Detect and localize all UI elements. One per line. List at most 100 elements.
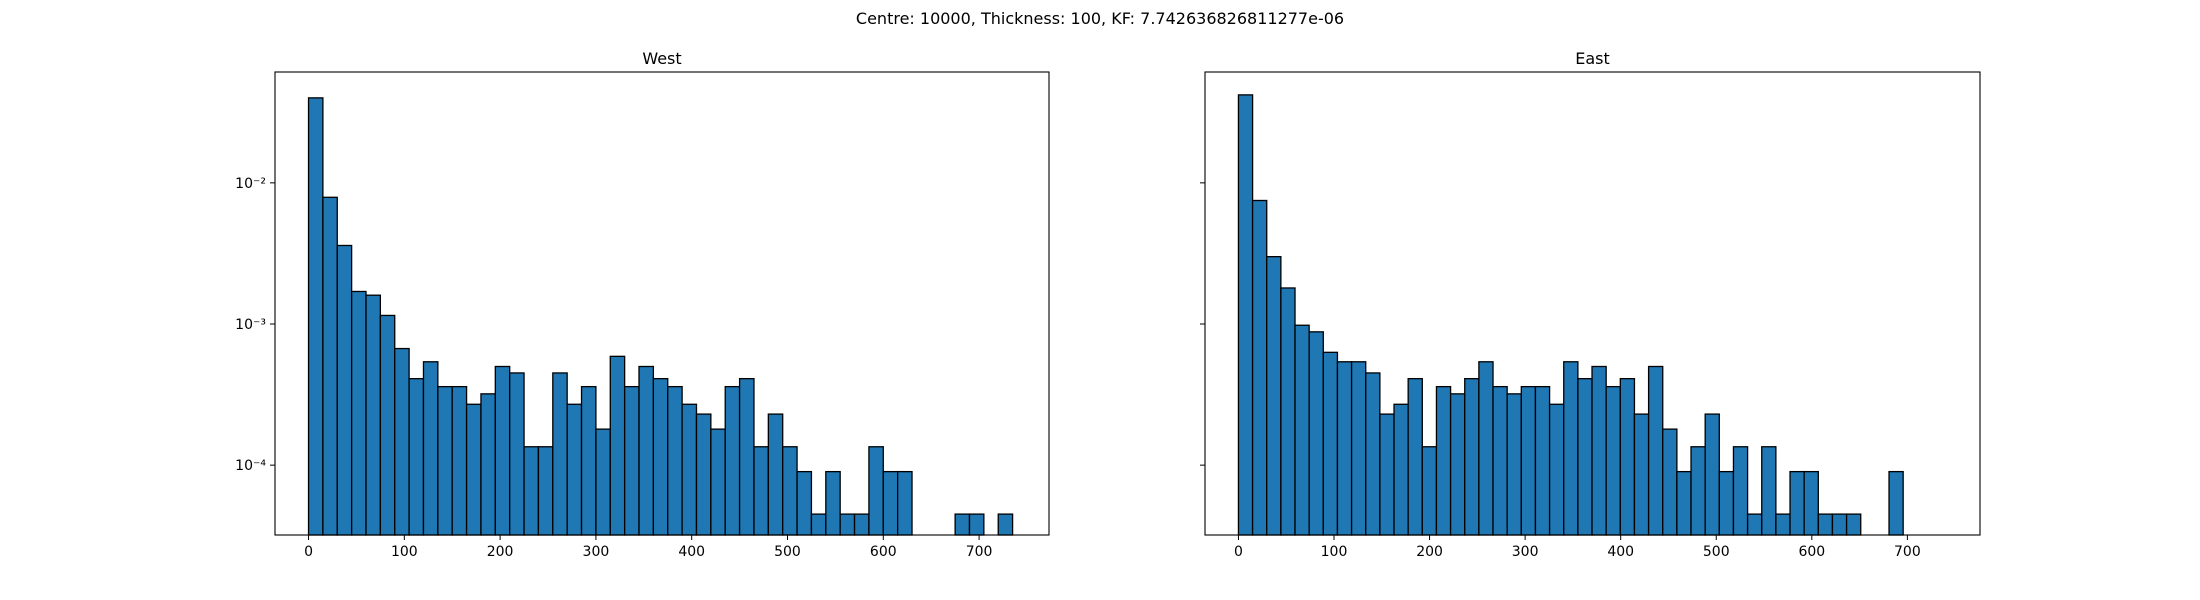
bar	[1831, 513, 1848, 536]
x-tick-label: 200	[1416, 544, 1443, 560]
bar	[868, 446, 884, 536]
bar	[810, 513, 827, 536]
bar	[595, 428, 611, 536]
bar	[1633, 413, 1650, 536]
bar	[465, 403, 482, 536]
bar	[753, 446, 769, 536]
bar	[322, 196, 338, 536]
bar	[1393, 403, 1409, 536]
bar	[1534, 385, 1551, 536]
axes-title: East	[1575, 49, 1610, 68]
bar	[1817, 513, 1834, 536]
x-tick-label: 500	[774, 544, 801, 560]
x-tick-label: 400	[678, 544, 705, 560]
bar	[336, 244, 353, 536]
bar	[1379, 413, 1395, 536]
bar	[422, 361, 439, 536]
bar	[652, 378, 669, 536]
bar	[1435, 385, 1452, 536]
bar	[1478, 361, 1494, 536]
bar	[896, 470, 913, 536]
bar	[350, 290, 367, 536]
bar	[566, 403, 583, 536]
bar	[1718, 470, 1735, 536]
bar	[1775, 513, 1791, 536]
bar	[1548, 403, 1565, 536]
bar	[379, 314, 396, 536]
bar	[1421, 446, 1438, 536]
bar	[437, 385, 453, 536]
x-tick-label: 600	[1798, 544, 1825, 560]
bar	[365, 294, 382, 536]
bar	[782, 446, 798, 536]
bar	[882, 470, 899, 536]
bar	[1350, 361, 1367, 536]
bar	[451, 385, 468, 536]
bar	[1577, 378, 1593, 536]
bar	[1662, 428, 1678, 536]
y-tick-label: 10⁻³	[235, 317, 266, 333]
axes-frame	[274, 71, 1050, 536]
x-tick-label: 0	[1234, 544, 1243, 560]
y-tick-label: 10⁻⁴	[235, 458, 266, 474]
bar	[1761, 446, 1777, 536]
bar	[738, 378, 755, 536]
bar	[1803, 470, 1819, 536]
bar	[681, 403, 698, 536]
bar	[1845, 513, 1862, 536]
bar	[1605, 385, 1621, 536]
figure-title: Centre: 10000, Thickness: 100, KF: 7.742…	[856, 9, 1344, 28]
bar	[1251, 199, 1268, 536]
x-tick-label: 300	[583, 544, 610, 560]
bar	[767, 413, 784, 536]
bar	[552, 372, 568, 536]
bar	[724, 385, 741, 536]
bar	[1704, 413, 1720, 536]
bar	[1237, 94, 1254, 536]
axes-frame	[1204, 71, 1981, 536]
bar	[968, 513, 985, 536]
bar	[667, 385, 683, 536]
bar	[1888, 470, 1904, 536]
bar	[1492, 385, 1508, 536]
bar	[1591, 365, 1607, 536]
bar	[394, 347, 410, 536]
bar	[710, 428, 726, 536]
x-tick-label: 600	[870, 544, 897, 560]
bar	[1407, 378, 1423, 536]
bar	[1746, 513, 1763, 536]
bar	[580, 385, 597, 536]
bar	[1563, 361, 1579, 536]
bar	[1506, 393, 1522, 536]
bar	[825, 470, 841, 536]
bar	[1322, 351, 1339, 536]
x-tick-label: 500	[1703, 544, 1730, 560]
bar	[1690, 446, 1706, 536]
bar	[1336, 361, 1353, 536]
bar	[1732, 446, 1749, 536]
bar	[609, 355, 626, 536]
y-tick-label: 10⁻²	[235, 176, 266, 192]
bar	[623, 385, 640, 536]
bar	[509, 372, 525, 536]
x-tick-label: 700	[966, 544, 993, 560]
bar	[1619, 378, 1636, 536]
bar	[796, 470, 813, 536]
bar	[1789, 470, 1805, 536]
x-tick-label: 700	[1894, 544, 1921, 560]
bar	[1294, 324, 1310, 536]
x-tick-label: 100	[391, 544, 418, 560]
bar	[494, 365, 511, 536]
bar	[954, 513, 971, 536]
bar	[307, 97, 324, 536]
bar	[853, 513, 870, 536]
bar	[1449, 393, 1466, 536]
bar	[1280, 287, 1296, 536]
bar	[695, 413, 712, 536]
bar	[1365, 372, 1381, 536]
bar	[638, 365, 655, 536]
bar	[480, 393, 496, 536]
x-tick-label: 300	[1512, 544, 1539, 560]
bar	[1676, 470, 1692, 536]
